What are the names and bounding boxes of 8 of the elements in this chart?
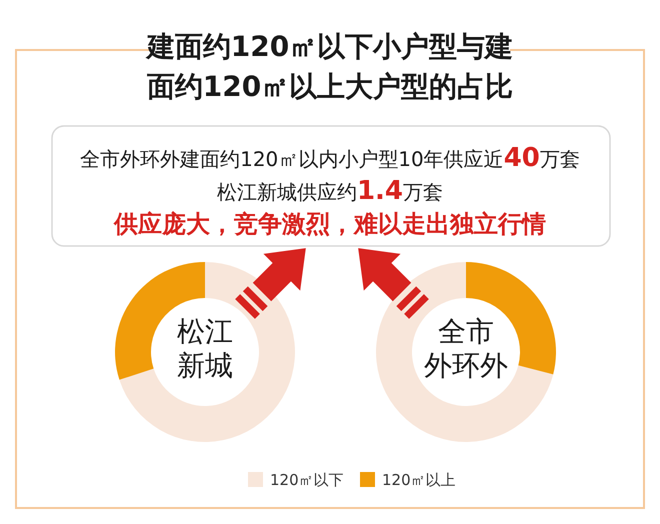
text: 建面约120㎡以下小户型与建面约120㎡以上大户型的占比	[144, 30, 514, 103]
text: 供应庞大，竞争激烈，难以走出独立行情	[113, 210, 546, 238]
text: 全市外环外建面约120㎡以内小户型10年供应近40万套	[80, 143, 580, 173]
legend-label: 120㎡以下	[270, 471, 344, 489]
text: 全市外环外	[424, 315, 508, 382]
legend-label: 120㎡以上	[382, 471, 456, 489]
text: 松江新城	[177, 315, 233, 382]
text: 松江新城供应约1.4万套	[216, 176, 444, 206]
